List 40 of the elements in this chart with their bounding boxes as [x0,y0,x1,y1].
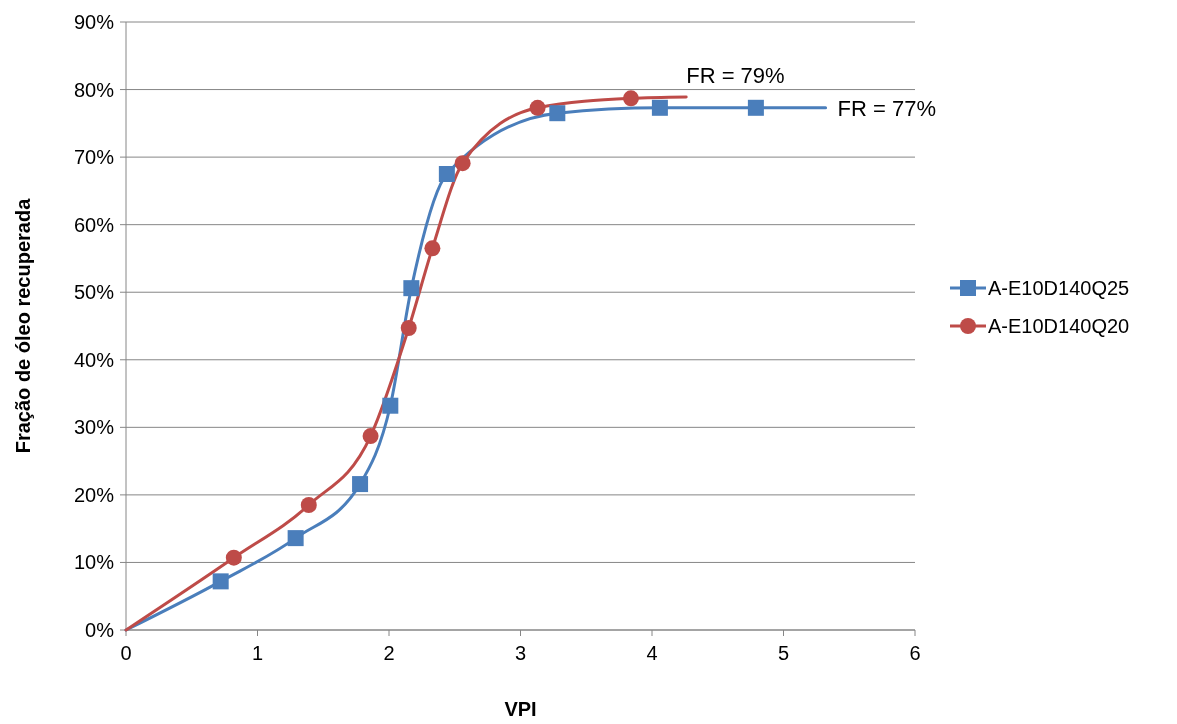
point [529,99,546,116]
point [400,320,417,337]
point [287,530,304,547]
x-tick-label: 2 [383,642,395,664]
point [424,240,441,257]
annotation: FR = 79% [686,62,785,88]
y-tick-label: 80% [73,78,115,101]
point [747,99,764,116]
point [403,280,420,297]
legend-label: A-E10D140Q25 [988,277,1130,299]
x-axis-title: VPI [504,698,537,720]
annotation: FR = 77% [837,95,937,121]
y-tick-label: 10% [73,551,115,574]
point [454,155,471,172]
point [549,105,566,122]
y-tick-label: 90% [73,11,115,33]
y-tick-label: 60% [73,213,115,236]
point [362,428,379,445]
x-tick-label: 5 [777,642,790,664]
x-tick-label: 1 [251,642,264,664]
y-tick-label: 30% [73,416,115,439]
x-tick-label: 6 [909,642,921,664]
y-tick-label: 40% [73,348,115,371]
y-axis-title: Fração de óleo recuperada [12,197,34,454]
point [352,476,369,493]
y-tick-label: 0% [85,619,115,641]
x-tick-label: 0 [120,642,132,664]
point [382,397,399,414]
x-tick-label: 4 [646,642,658,664]
point [651,99,668,116]
point [622,90,639,107]
y-tick-label: 50% [73,281,115,304]
point [225,549,242,566]
legend-label: A-E10D140Q20 [988,315,1130,337]
y-tick-label: 20% [73,483,115,506]
point [300,497,317,514]
x-tick-label: 3 [514,642,527,664]
point [438,166,455,182]
point [212,573,229,590]
y-tick-label: 70% [73,146,115,169]
